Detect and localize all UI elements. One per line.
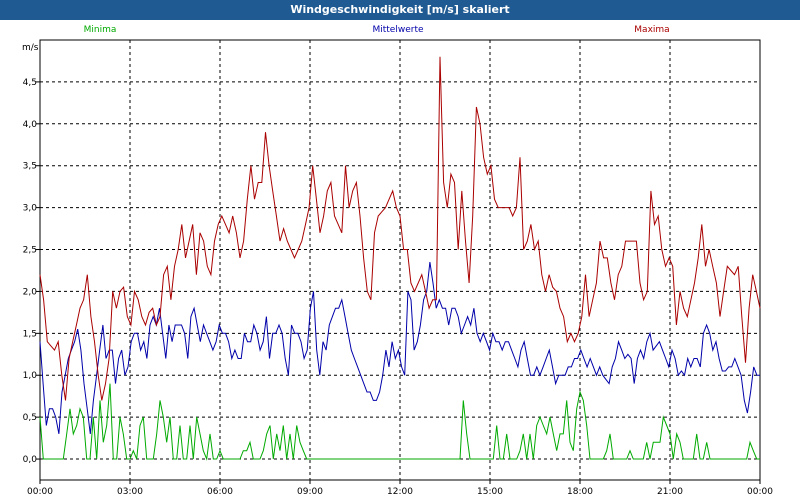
x-tick-time: 18:00 (567, 487, 593, 497)
y-tick-label: 0,5 (23, 413, 37, 423)
legend-maxima: Maxima (634, 25, 669, 35)
y-tick-label: 0,0 (23, 455, 38, 465)
y-tick-label: 4,5 (23, 78, 37, 88)
series-lines (39, 56, 761, 461)
y-tick-label: 1,0 (23, 371, 38, 381)
y-tick-label: 4,0 (23, 120, 38, 130)
series-line-minima (39, 383, 760, 461)
y-axis-label: m/s (22, 43, 39, 53)
legend-mittelwerte: Mittelwerte (372, 25, 423, 35)
x-tick-time: 12:00 (387, 487, 413, 497)
x-tick-time: 09:00 (297, 487, 323, 497)
y-tick-label: 2,5 (23, 246, 37, 256)
series-line-maxima (39, 56, 761, 401)
legend-minima: Minima (84, 25, 117, 35)
x-tick-time: 00:00 (27, 487, 53, 497)
chart-title: Windgeschwindigkeit [m/s] skaliert (0, 0, 800, 20)
x-axis: 00:0016.01.1703:0016.01.1706:0016.01.170… (27, 480, 773, 497)
y-tick-label: 1,5 (23, 329, 37, 339)
y-tick-label: 3,0 (23, 204, 38, 214)
legend: Minima Mittelwerte Maxima (84, 25, 670, 35)
x-tick-time: 21:00 (657, 487, 683, 497)
y-tick-label: 2,0 (23, 287, 38, 297)
x-tick-time: 15:00 (477, 487, 503, 497)
x-tick-time: 06:00 (207, 487, 233, 497)
x-tick-time: 00:00 (747, 487, 773, 497)
y-tick-label: 3,5 (23, 162, 37, 172)
x-tick-time: 03:00 (117, 487, 143, 497)
y-axis: 0,0 0,5 1,0 1,5 2,0 2,5 3,0 3,5 4,0 4,5 (23, 78, 40, 465)
line-chart: 0,0 0,5 1,0 1,5 2,0 2,5 3,0 3,5 4,0 4,5 00:0016.0… (22, 25, 773, 497)
